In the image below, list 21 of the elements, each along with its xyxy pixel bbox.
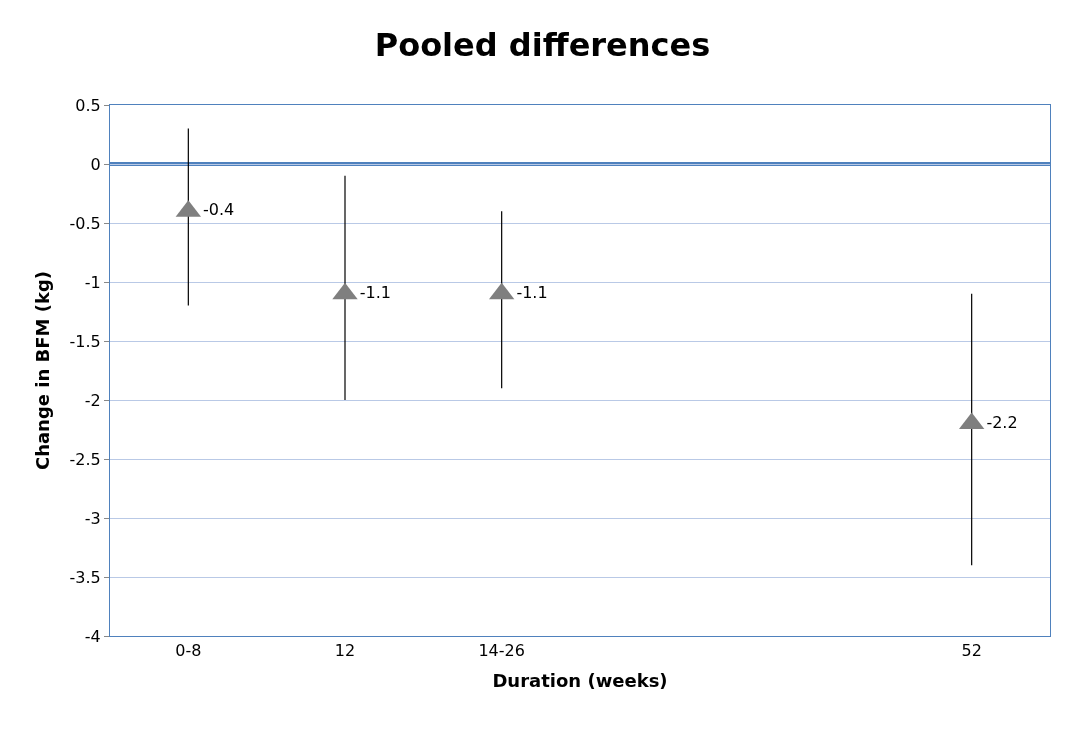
y-tick-label: -3	[84, 508, 101, 528]
x-axis-title: Duration (weeks)	[492, 670, 668, 692]
y-tick-label: -3.5	[69, 567, 101, 587]
y-axis-title: Change in BFM (kg)	[31, 270, 53, 471]
data-label: -1.1	[516, 282, 548, 302]
x-tick-label: 12	[334, 641, 356, 661]
y-tick-label: -0.5	[69, 213, 101, 233]
x-tick-label: 0-8	[175, 641, 202, 661]
data-label: -1.1	[359, 282, 391, 302]
y-tick-label: -2	[84, 390, 101, 410]
y-tick-label: 0.5	[75, 95, 101, 115]
x-tick-label: 52	[961, 641, 982, 661]
y-tick-label: -1	[84, 272, 101, 292]
y-tick-label: -1.5	[69, 331, 101, 351]
y-tick-label: -2.5	[69, 449, 101, 469]
data-label: -0.4	[203, 200, 235, 220]
y-tick-label: -4	[84, 626, 101, 646]
chart-title: Pooled differences	[374, 25, 711, 64]
y-tick-label: 0	[90, 154, 101, 174]
x-tick-label: 14-26	[478, 641, 525, 661]
data-label: -2.2	[986, 412, 1018, 432]
